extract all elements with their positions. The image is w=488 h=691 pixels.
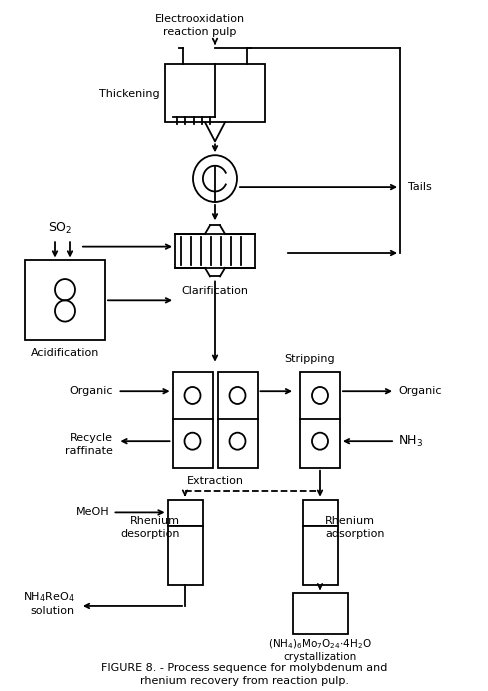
Bar bbox=[218, 372, 258, 468]
Bar bbox=[25, 261, 105, 340]
Text: Acidification: Acidification bbox=[31, 348, 99, 358]
Bar bbox=[300, 372, 340, 468]
Bar bbox=[167, 527, 203, 585]
Text: adsorption: adsorption bbox=[325, 529, 385, 539]
Text: Electrooxidation: Electrooxidation bbox=[155, 14, 245, 24]
Text: FIGURE 8. - Process sequence for molybdenum and: FIGURE 8. - Process sequence for molybde… bbox=[101, 663, 387, 672]
Text: desorption: desorption bbox=[121, 529, 180, 539]
Bar bbox=[292, 593, 347, 634]
Text: raffinate: raffinate bbox=[64, 446, 113, 456]
Text: SO$_2$: SO$_2$ bbox=[48, 221, 72, 236]
Text: Recycle: Recycle bbox=[69, 433, 113, 443]
Text: crystallization: crystallization bbox=[284, 652, 357, 662]
Bar bbox=[165, 64, 265, 122]
Text: Rhenium: Rhenium bbox=[325, 516, 375, 526]
Text: Tails: Tails bbox=[408, 182, 432, 192]
Text: Extraction: Extraction bbox=[186, 475, 244, 486]
Bar bbox=[303, 500, 338, 527]
Text: Stripping: Stripping bbox=[285, 354, 335, 364]
Text: NH$_4$ReO$_4$: NH$_4$ReO$_4$ bbox=[23, 591, 75, 605]
Text: NH$_3$: NH$_3$ bbox=[398, 434, 423, 448]
Text: MeOH: MeOH bbox=[76, 507, 109, 518]
Text: Organic: Organic bbox=[69, 386, 113, 396]
Text: Organic: Organic bbox=[398, 386, 442, 396]
Text: solution: solution bbox=[31, 606, 75, 616]
Text: Clarification: Clarification bbox=[182, 286, 248, 296]
Text: Rhenium: Rhenium bbox=[130, 516, 180, 526]
Bar bbox=[303, 527, 338, 585]
Text: Thickening: Thickening bbox=[100, 88, 160, 99]
Text: (NH$_4$)$_6$Mo$_7$O$_{24}$$\cdot$4H$_2$O: (NH$_4$)$_6$Mo$_7$O$_{24}$$\cdot$4H$_2$O bbox=[268, 637, 372, 651]
Bar bbox=[172, 372, 212, 468]
Text: reaction pulp: reaction pulp bbox=[163, 27, 237, 37]
Bar bbox=[167, 500, 203, 527]
Bar bbox=[175, 234, 255, 268]
Text: rhenium recovery from reaction pulp.: rhenium recovery from reaction pulp. bbox=[140, 676, 348, 686]
